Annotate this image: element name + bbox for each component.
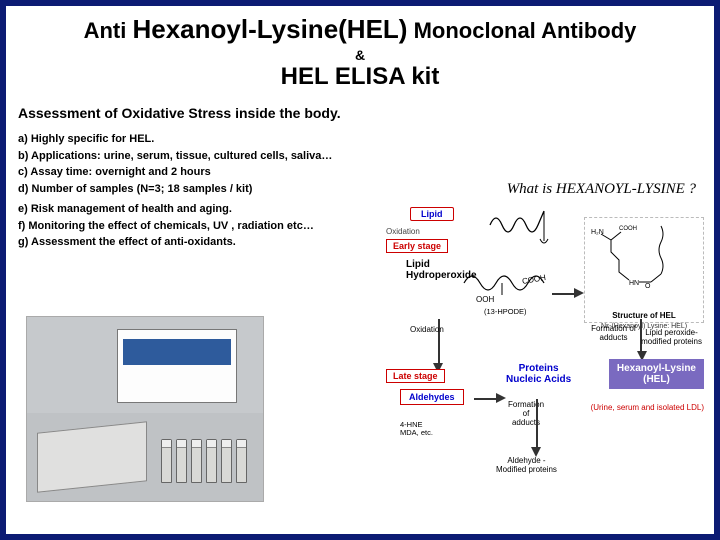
what-is-heading: What is HEXANOYL-LYSINE ?	[507, 181, 696, 198]
svg-text:O: O	[645, 283, 651, 290]
aldehyde-modified-label: Aldehyde - Modified proteins	[496, 457, 557, 475]
urine-note: (Urine, serum and isolated LDL)	[591, 403, 704, 412]
pathway-diagram: Lipid Oxidation Early stage Lipid Hydrop…	[376, 203, 706, 523]
hne-label: 4-HNE MDA, etc.	[400, 421, 433, 438]
arrow-line-h	[474, 398, 498, 400]
title-hel: Hexanoyl-Lysine(HEL)	[132, 14, 407, 44]
formation-adducts-1: Formation of adducts	[591, 325, 636, 343]
bullet-c: c) Assay time: overnight and 2 hours	[18, 164, 702, 181]
hel-box: Hexanoyl-Lysine (HEL)	[609, 359, 704, 389]
early-stage-pill: Early stage	[386, 239, 448, 253]
title-ampersand: &	[18, 47, 702, 63]
lipid-peroxide-modified-label: Lipid peroxide- modified proteins	[641, 329, 702, 347]
proteins-label: Proteins Nucleic Acids	[506, 363, 571, 385]
title-line-2: HEL ELISA kit	[18, 63, 702, 91]
vial	[176, 439, 187, 483]
bullet-a: a) Highly specific for HEL.	[18, 131, 702, 148]
vials-group	[161, 439, 247, 483]
bullet-b: b) Applications: urine, serum, tissue, c…	[18, 148, 702, 165]
lipid-node: Lipid	[410, 207, 454, 221]
kit-box-label	[123, 339, 231, 365]
title-post: Monoclonal Antibody	[407, 18, 636, 43]
hel-structure-icon: O HN H₂N COOH	[591, 222, 699, 296]
svg-text:HN: HN	[629, 280, 639, 287]
arrow-line-h	[552, 293, 576, 295]
subheading: Assessment of Oxidative Stress inside th…	[18, 105, 702, 121]
svg-text:H₂N: H₂N	[591, 229, 604, 236]
assay-tray	[37, 421, 147, 493]
title-line-1: Anti Hexanoyl-Lysine(HEL) Monoclonal Ant…	[18, 14, 702, 45]
vial	[191, 439, 202, 483]
vial	[236, 439, 247, 483]
oxidation-label: Oxidation	[410, 325, 444, 334]
title-pre: Anti	[84, 18, 133, 43]
svg-text:COOH: COOH	[619, 226, 637, 232]
structure-title: Structure of HEL	[585, 311, 703, 320]
hel-structure-box: O HN H₂N COOH Structure of HEL Nε-(Hexan…	[584, 217, 704, 323]
arrow-right-icon	[574, 288, 584, 298]
oxidation-small-label: Oxidation	[386, 227, 420, 236]
hpode-label: (13-HPODE)	[484, 307, 527, 316]
vial	[161, 439, 172, 483]
vial	[206, 439, 217, 483]
product-photo	[26, 316, 264, 502]
lipid-squiggle-icon	[486, 203, 550, 247]
aldehydes-node: Aldehydes	[400, 389, 464, 405]
late-stage-pill: Late stage	[386, 369, 445, 383]
arrow-right-icon	[496, 393, 506, 403]
vial	[221, 439, 232, 483]
formation-adducts-2: Formation of adducts	[508, 401, 544, 427]
ooh-label: OOH	[476, 295, 494, 304]
slide-panel: Anti Hexanoyl-Lysine(HEL) Monoclonal Ant…	[6, 6, 714, 534]
arrow-line	[536, 399, 538, 449]
